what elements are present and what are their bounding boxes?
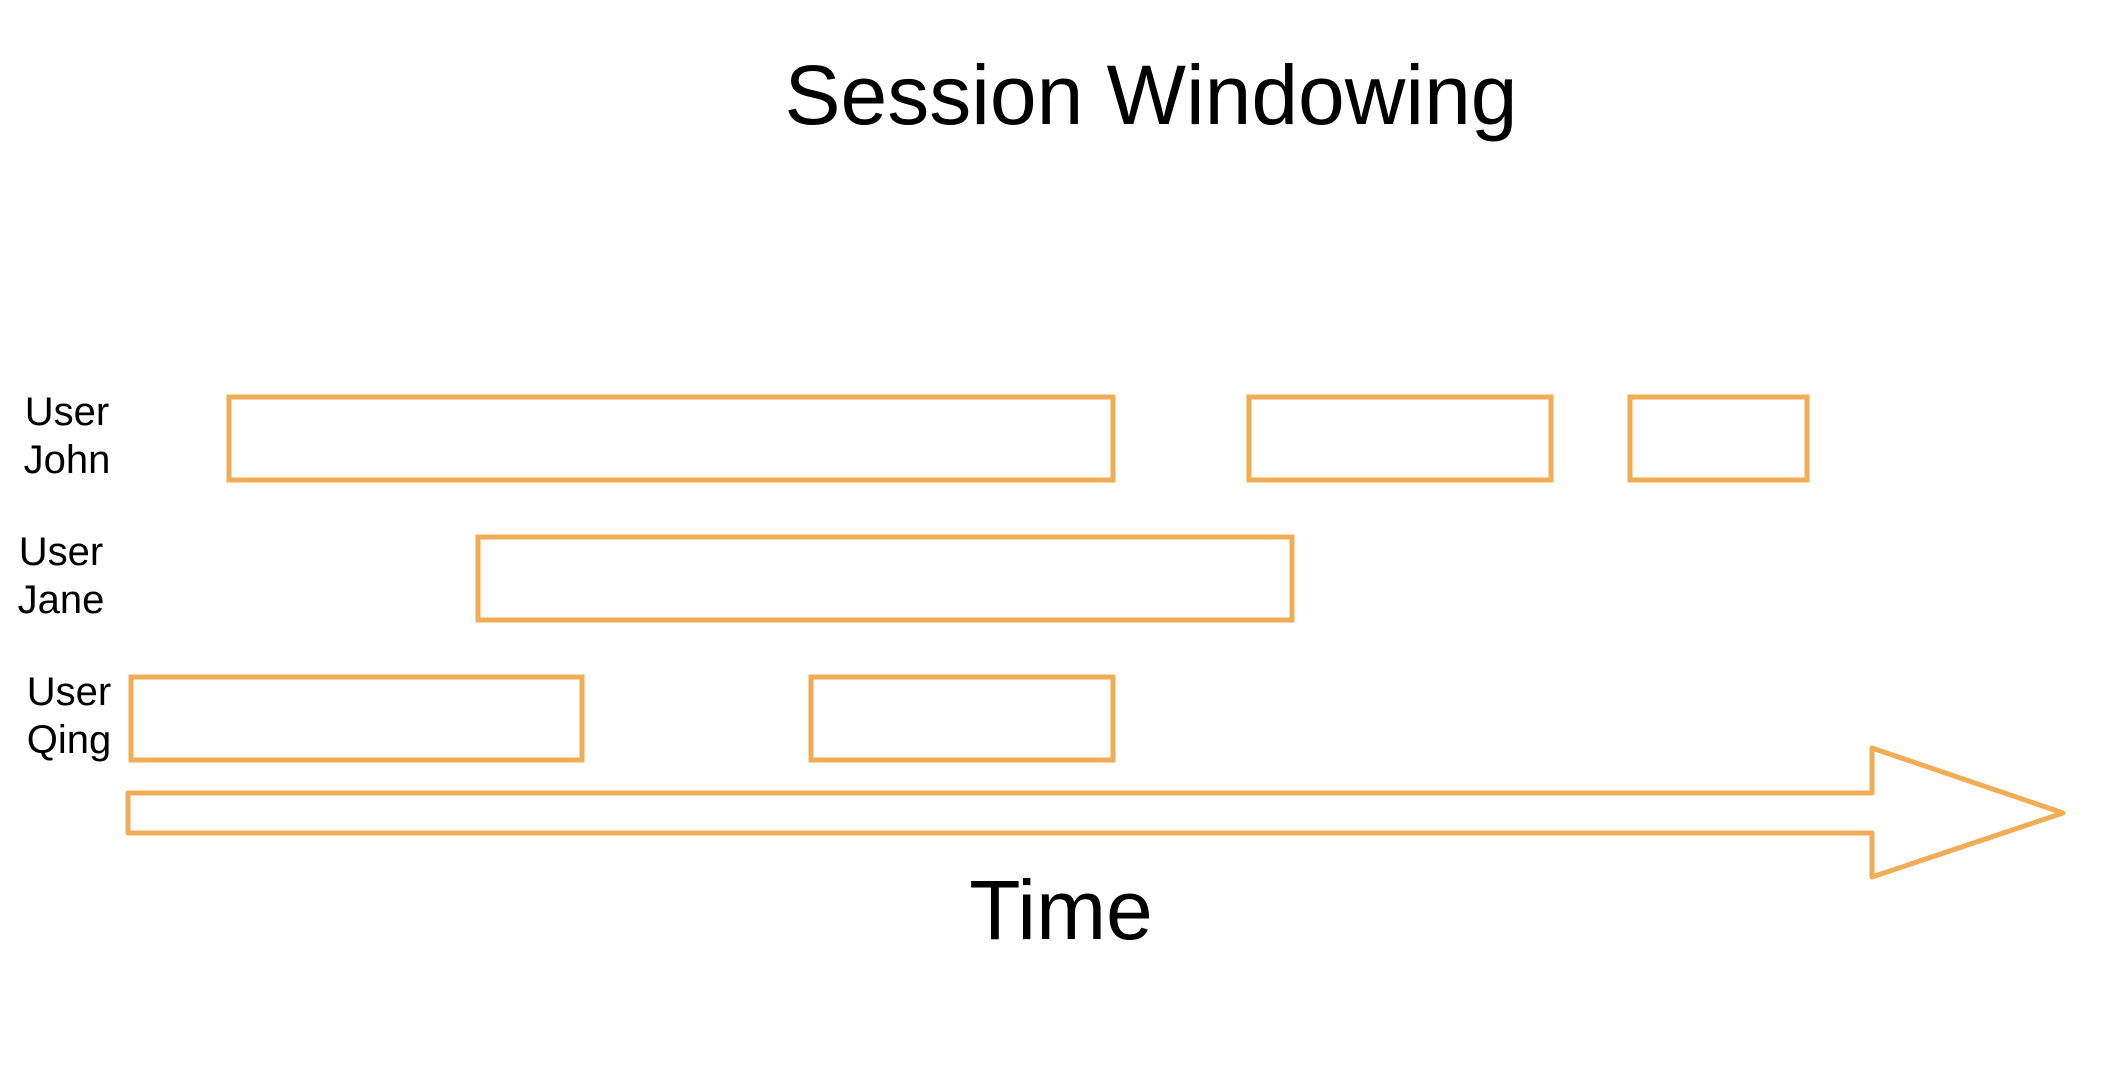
session-window-qing-2	[808, 674, 1116, 763]
row-label-name-line: Qing	[26, 718, 112, 762]
session-window-qing-1	[128, 674, 585, 763]
diagram-title: Session Windowing	[784, 48, 1518, 142]
row-label-qing: User Qing	[4, 668, 134, 764]
row-label-user-line: User	[26, 670, 112, 714]
row-label-jane: User Jane	[0, 528, 126, 624]
row-label-name-line: Jane	[17, 578, 105, 622]
row-label-user-line: User	[18, 530, 104, 574]
time-axis-arrow	[125, 745, 2066, 880]
session-window-john-3	[1627, 394, 1810, 483]
session-window-john-2	[1246, 394, 1554, 483]
row-label-john: User John	[2, 388, 132, 484]
row-label-name-line: John	[23, 438, 111, 482]
session-window-john-1	[226, 394, 1116, 483]
row-label-user-line: User	[24, 390, 110, 434]
session-window-jane-1	[475, 534, 1295, 623]
time-axis-label: Time	[969, 863, 1153, 957]
